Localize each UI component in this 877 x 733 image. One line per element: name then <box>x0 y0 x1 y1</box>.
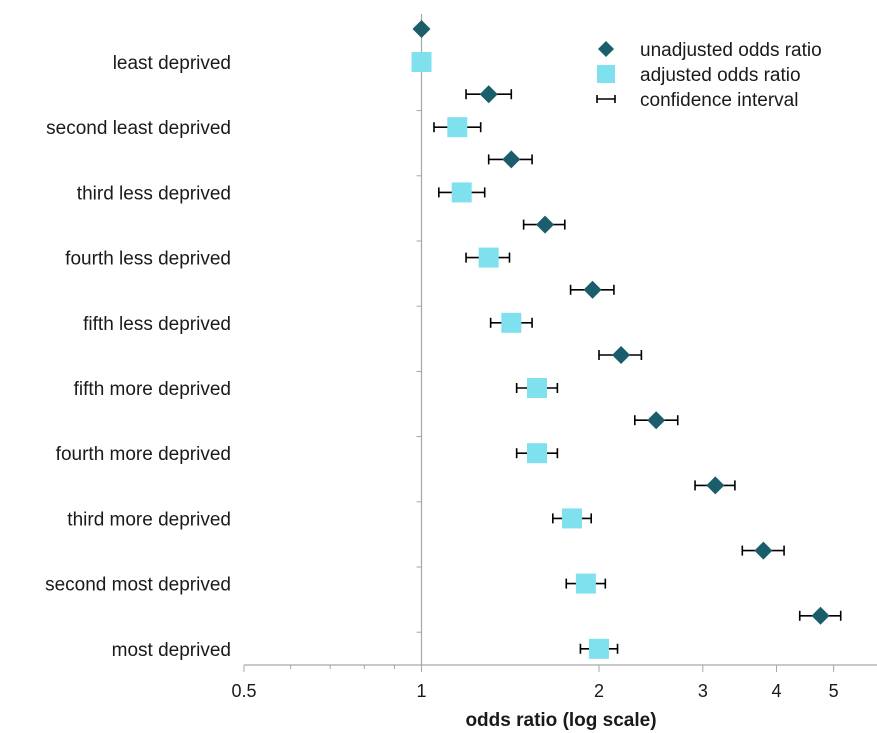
category-label: fourth less deprived <box>65 249 231 270</box>
adjusted-odds-ratio-point <box>589 638 609 659</box>
category-labels: least deprived second least deprived third… <box>45 53 231 661</box>
axes <box>243 14 877 672</box>
error-bars <box>433 89 842 654</box>
x-axis-title: odds ratio (log scale) <box>465 710 656 731</box>
x-tick-label: 5 <box>829 681 839 701</box>
x-tick-label: 3 <box>698 681 708 701</box>
unadjusted-odds-ratio-point <box>583 280 602 299</box>
unadjusted-odds-ratio-point <box>536 215 555 234</box>
legend-label: adjusted odds ratio <box>640 65 801 86</box>
category-label: second most deprived <box>45 575 231 596</box>
legend-diamond-icon <box>598 41 614 57</box>
x-tick-label: 1 <box>416 681 426 701</box>
category-label: third less deprived <box>77 183 231 204</box>
unadjusted-odds-ratio-point <box>647 411 666 430</box>
unadjusted-odds-ratio-point <box>811 606 830 625</box>
adjusted-odds-ratio-point <box>478 247 499 268</box>
adjusted-odds-ratio-point <box>501 312 522 333</box>
category-label: fourth more deprived <box>56 444 231 465</box>
category-label: fifth more deprived <box>74 379 231 400</box>
adjusted-odds-ratio-point <box>527 378 548 398</box>
adjusted-odds-ratio-point <box>575 573 596 594</box>
category-label: most deprived <box>112 640 231 661</box>
adjusted-odds-ratio-point <box>411 52 432 72</box>
x-tick-label: 2 <box>594 681 604 701</box>
markers <box>411 20 830 659</box>
unadjusted-odds-ratio-point <box>706 476 725 495</box>
category-label: third more deprived <box>67 509 231 530</box>
legend-square-icon <box>597 65 615 83</box>
adjusted-odds-ratio-point <box>451 182 472 203</box>
unadjusted-odds-ratio-point <box>479 85 498 104</box>
category-label: least deprived <box>113 53 231 74</box>
x-tick-label: 4 <box>771 681 781 701</box>
adjusted-odds-ratio-point <box>447 117 468 138</box>
legend: unadjusted odds ratio adjusted odds ratio… <box>596 40 822 111</box>
adjusted-odds-ratio-point <box>562 508 583 529</box>
unadjusted-odds-ratio-point <box>502 150 521 169</box>
category-label: second least deprived <box>46 118 231 139</box>
unadjusted-odds-ratio-point <box>612 346 631 364</box>
legend-label: confidence interval <box>640 90 798 111</box>
x-tick-label: 0.5 <box>231 681 256 701</box>
legend-label: unadjusted odds ratio <box>640 40 822 61</box>
x-tick-labels: 0.5 1 2 3 4 5 <box>231 681 838 701</box>
adjusted-odds-ratio-point <box>527 443 548 464</box>
unadjusted-odds-ratio-point <box>412 20 431 38</box>
unadjusted-odds-ratio-point <box>754 541 773 560</box>
category-label: fifth less deprived <box>83 314 231 335</box>
